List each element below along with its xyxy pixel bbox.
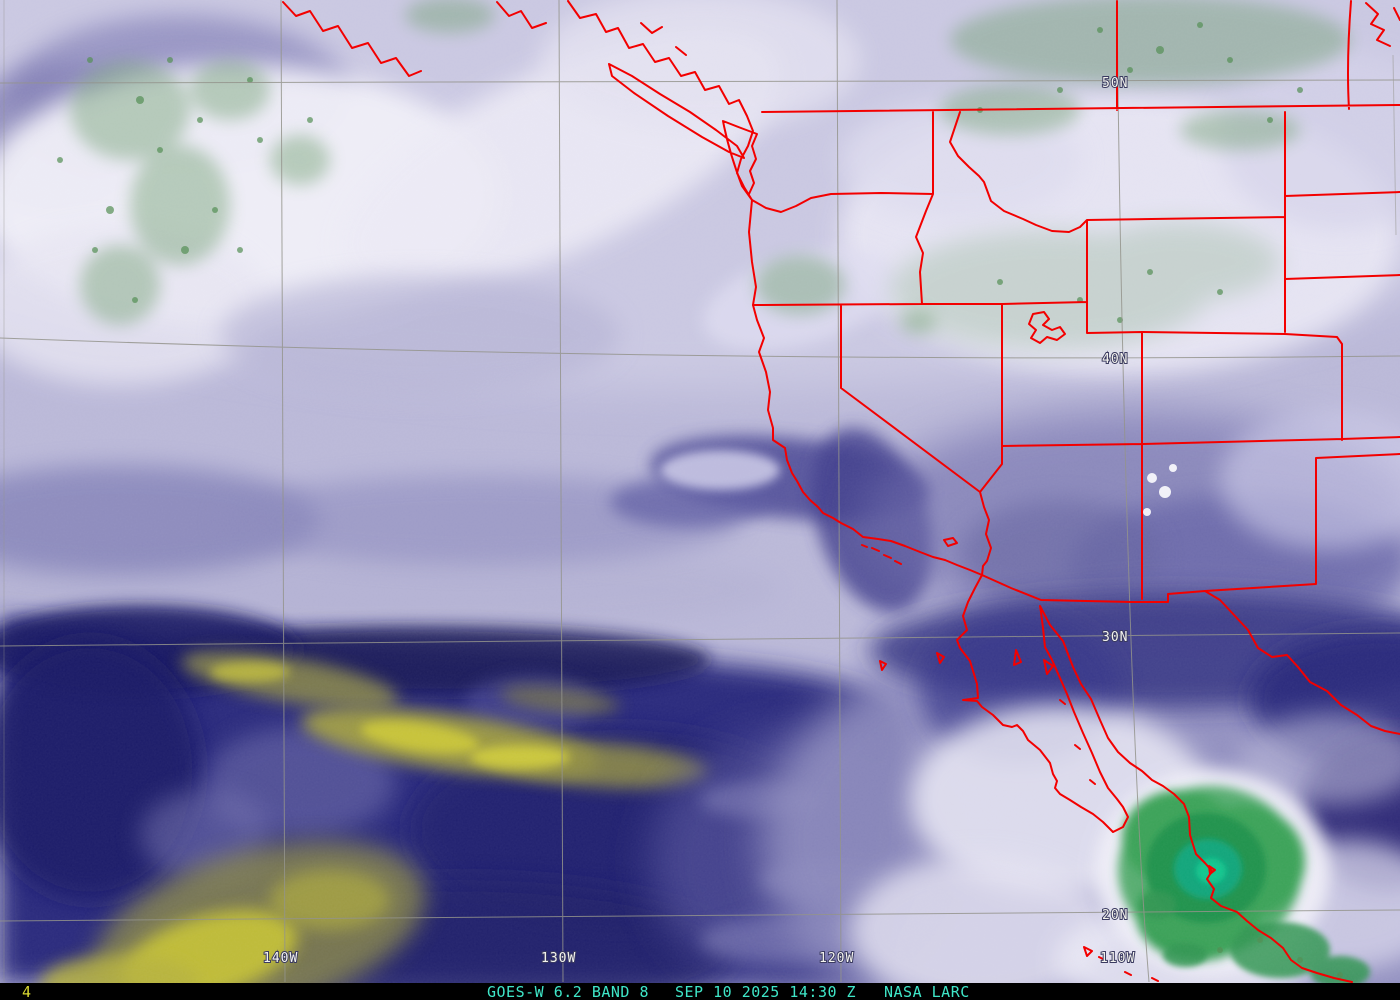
map-borders-overlay — [282, 0, 1400, 983]
caption-bar: 4 GOES-W 6.2 BAND 8 SEP 10 2025 14:30 Z … — [0, 983, 1400, 1000]
latitude-label-50n: 50N — [1102, 76, 1128, 91]
longitude-label-120w: 120W — [819, 951, 854, 966]
caption-credit: NASA LARC — [884, 983, 970, 1000]
longitude-label-130w: 130W — [541, 951, 576, 966]
caption-product-label: GOES-W 6.2 BAND 8 — [487, 983, 649, 1000]
frame-number: 4 — [22, 983, 32, 1000]
coastlines-path — [282, 0, 983, 576]
latitude-label-20n: 20N — [1102, 908, 1128, 923]
latitude-label-30n: 30N — [1102, 630, 1128, 645]
latitude-label-40n: 40N — [1102, 352, 1128, 367]
state-borders-path — [751, 0, 1400, 600]
longitude-label-110w: 110W — [1100, 951, 1135, 966]
caption-bar-background — [0, 983, 1400, 1000]
mexico-borders-path — [956, 574, 1400, 983]
islands-path — [861, 537, 1216, 982]
grid-labels: 50N 40N 30N 20N 140W 130W 120W 110W — [262, 75, 1135, 967]
caption-timestamp: SEP 10 2025 14:30 Z — [675, 983, 856, 1000]
longitude-label-140w: 140W — [263, 951, 298, 966]
